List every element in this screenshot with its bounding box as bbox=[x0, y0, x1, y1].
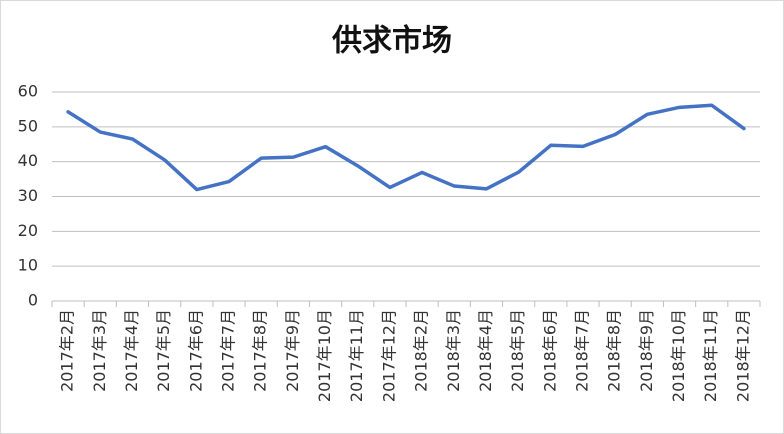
x-tick-label: 2018年12月 bbox=[733, 309, 752, 402]
x-tick-label: 2018年11月 bbox=[701, 309, 720, 402]
x-tick-label: 2017年2月 bbox=[58, 309, 77, 392]
x-tick-label: 2018年8月 bbox=[605, 309, 624, 392]
x-tick-label: 2017年3月 bbox=[90, 309, 109, 392]
y-tick-label: 0 bbox=[28, 291, 38, 310]
x-tick-label: 2017年8月 bbox=[251, 309, 270, 392]
y-tick-label: 30 bbox=[18, 186, 38, 205]
x-tick-label: 2018年2月 bbox=[412, 309, 431, 392]
x-tick-label: 2018年4月 bbox=[476, 309, 495, 392]
x-tick-label: 2017年5月 bbox=[154, 309, 173, 392]
x-tick-label: 2017年4月 bbox=[122, 309, 141, 392]
x-tick-label: 2017年9月 bbox=[283, 309, 302, 392]
x-tick-label: 2017年10月 bbox=[315, 309, 334, 402]
x-tick-label: 2018年5月 bbox=[508, 309, 527, 392]
x-tick-label: 2018年9月 bbox=[637, 309, 656, 392]
x-tick-label: 2018年7月 bbox=[573, 309, 592, 392]
x-tick-label: 2017年11月 bbox=[347, 309, 366, 402]
x-tick-label: 2018年6月 bbox=[540, 309, 559, 392]
y-tick-label: 40 bbox=[18, 151, 38, 170]
x-tick-label: 2018年3月 bbox=[444, 309, 463, 392]
y-tick-label: 10 bbox=[18, 256, 38, 275]
y-tick-label: 60 bbox=[18, 82, 38, 101]
y-tick-label: 20 bbox=[18, 221, 38, 240]
chart-title: 供求市场 bbox=[331, 24, 452, 59]
y-tick-label: 50 bbox=[18, 116, 38, 135]
x-tick-label: 2017年6月 bbox=[186, 309, 205, 392]
data-line bbox=[66, 103, 746, 192]
x-tick-label: 2017年7月 bbox=[219, 309, 238, 392]
x-tick-label: 2017年12月 bbox=[379, 309, 398, 402]
x-tick-label: 2018年10月 bbox=[669, 309, 688, 402]
